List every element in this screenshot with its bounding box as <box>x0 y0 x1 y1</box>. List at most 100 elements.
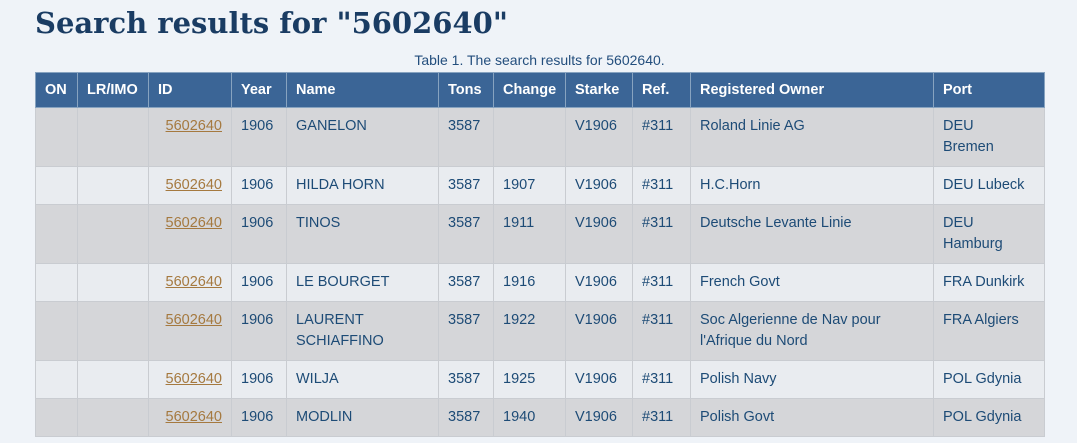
cell-name: MODLIN <box>286 398 439 437</box>
cell-ref: #311 <box>632 263 691 302</box>
cell-port: FRA Algiers <box>933 301 1045 361</box>
cell-id: 5602640 <box>148 263 232 302</box>
cell-lrimo <box>77 263 149 302</box>
cell-ref: #311 <box>632 166 691 205</box>
cell-port: POL Gdynia <box>933 398 1045 437</box>
cell-change: 1940 <box>493 398 566 437</box>
column-header-ref: Ref. <box>632 72 691 108</box>
cell-year: 1906 <box>231 204 287 264</box>
cell-lrimo <box>77 107 149 167</box>
cell-starke: V1906 <box>565 107 633 167</box>
cell-owner: Soc Algerienne de Nav pour l'Afrique du … <box>690 301 934 361</box>
cell-change: 1916 <box>493 263 566 302</box>
cell-on <box>35 107 78 167</box>
column-header-change: Change <box>493 72 566 108</box>
cell-owner: Deutsche Levante Linie <box>690 204 934 264</box>
cell-year: 1906 <box>231 263 287 302</box>
table-row: 5602640 1906 WILJA 3587 1925 V1906 #311 Polish … <box>35 360 1045 399</box>
cell-id: 5602640 <box>148 107 232 167</box>
cell-starke: V1906 <box>565 301 633 361</box>
column-header-port: Port <box>933 72 1045 108</box>
ship-id-link[interactable]: 5602640 <box>165 409 222 425</box>
column-header-owner: Registered Owner <box>690 72 934 108</box>
column-header-starke: Starke <box>565 72 633 108</box>
cell-change <box>493 107 566 167</box>
table-body: 5602640 1906 GANELON 3587 V1906 #311 Roland Li… <box>35 107 1045 437</box>
cell-lrimo <box>77 301 149 361</box>
cell-tons: 3587 <box>438 204 494 264</box>
ship-id-link[interactable]: 5602640 <box>165 215 222 231</box>
cell-starke: V1906 <box>565 360 633 399</box>
cell-on <box>35 301 78 361</box>
cell-id: 5602640 <box>148 398 232 437</box>
table-row: 5602640 1906 MODLIN 3587 1940 V1906 #311 Polish… <box>35 398 1045 437</box>
table-row: 5602640 1906 GANELON 3587 V1906 #311 Roland Li… <box>35 107 1045 167</box>
cell-lrimo <box>77 398 149 437</box>
cell-owner: Polish Navy <box>690 360 934 399</box>
table-caption: Table 1. The search results for 5602640. <box>414 52 665 68</box>
cell-name: LAURENT SCHIAFFINO <box>286 301 439 361</box>
column-header-name: Name <box>286 72 439 108</box>
cell-port: POL Gdynia <box>933 360 1045 399</box>
cell-lrimo <box>77 204 149 264</box>
cell-on <box>35 360 78 399</box>
cell-year: 1906 <box>231 107 287 167</box>
table-row: 5602640 1906 LE BOURGET 3587 1916 V1906 #311 Fr… <box>35 263 1045 302</box>
cell-year: 1906 <box>231 398 287 437</box>
cell-starke: V1906 <box>565 204 633 264</box>
column-header-tons: Tons <box>438 72 494 108</box>
cell-id: 5602640 <box>148 360 232 399</box>
cell-tons: 3587 <box>438 301 494 361</box>
cell-tons: 3587 <box>438 107 494 167</box>
cell-owner: French Govt <box>690 263 934 302</box>
ship-id-link[interactable]: 5602640 <box>165 312 222 328</box>
cell-owner: Polish Govt <box>690 398 934 437</box>
cell-ref: #311 <box>632 301 691 361</box>
cell-ref: #311 <box>632 204 691 264</box>
table-row: 5602640 1906 LAURENT SCHIAFFINO 3587 1922 V19… <box>35 301 1045 361</box>
cell-tons: 3587 <box>438 398 494 437</box>
cell-tons: 3587 <box>438 166 494 205</box>
ship-id-link[interactable]: 5602640 <box>165 371 222 387</box>
cell-id: 5602640 <box>148 204 232 264</box>
cell-on <box>35 398 78 437</box>
cell-starke: V1906 <box>565 166 633 205</box>
cell-change: 1907 <box>493 166 566 205</box>
cell-id: 5602640 <box>148 301 232 361</box>
table-row: 5602640 1906 TINOS 3587 1911 V1906 #311 Deutsch… <box>35 204 1045 264</box>
column-header-id: ID <box>148 72 232 108</box>
cell-lrimo <box>77 360 149 399</box>
cell-name: WILJA <box>286 360 439 399</box>
column-header-on: ON <box>35 72 78 108</box>
page-title: Search results for "5602640" <box>35 6 508 40</box>
cell-owner: H.C.Horn <box>690 166 934 205</box>
cell-on <box>35 263 78 302</box>
cell-change: 1922 <box>493 301 566 361</box>
cell-port: DEU Lubeck <box>933 166 1045 205</box>
cell-on <box>35 204 78 264</box>
ship-id-link[interactable]: 5602640 <box>165 274 222 290</box>
cell-ref: #311 <box>632 360 691 399</box>
cell-id: 5602640 <box>148 166 232 205</box>
cell-name: LE BOURGET <box>286 263 439 302</box>
cell-name: GANELON <box>286 107 439 167</box>
cell-port: DEU Hamburg <box>933 204 1045 264</box>
cell-change: 1925 <box>493 360 566 399</box>
cell-ref: #311 <box>632 398 691 437</box>
cell-port: FRA Dunkirk <box>933 263 1045 302</box>
cell-year: 1906 <box>231 166 287 205</box>
cell-on <box>35 166 78 205</box>
table-row: 5602640 1906 HILDA HORN 3587 1907 V1906 #311 H.… <box>35 166 1045 205</box>
cell-ref: #311 <box>632 107 691 167</box>
header-row: ON LR/IMO ID Year Name Tons Change Stark… <box>35 72 1045 108</box>
cell-year: 1906 <box>231 301 287 361</box>
column-header-year: Year <box>231 72 287 108</box>
ship-id-link[interactable]: 5602640 <box>165 118 222 134</box>
cell-starke: V1906 <box>565 398 633 437</box>
cell-tons: 3587 <box>438 360 494 399</box>
results-table: ON LR/IMO ID Year Name Tons Change Stark… <box>35 72 1045 437</box>
ship-id-link[interactable]: 5602640 <box>165 177 222 193</box>
cell-starke: V1906 <box>565 263 633 302</box>
cell-change: 1911 <box>493 204 566 264</box>
